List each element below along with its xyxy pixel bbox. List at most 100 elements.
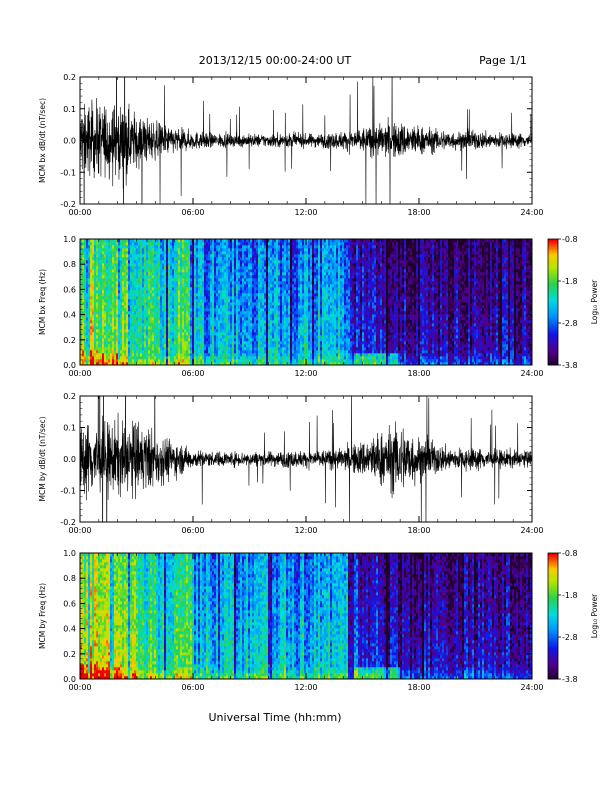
- spectrogram-cell: [292, 275, 295, 279]
- spectrogram-cell: [152, 311, 155, 315]
- spectrogram-cell: [236, 347, 239, 351]
- spectrogram-cell: [114, 275, 117, 279]
- spectrogram-cell: [224, 323, 227, 327]
- spectrogram-cell: [118, 296, 121, 300]
- spectrogram-cell: [102, 269, 105, 273]
- spectrogram-cell: [202, 332, 205, 336]
- spectrogram-cell: [206, 269, 209, 273]
- spectrogram-cell: [240, 284, 243, 288]
- spectrogram-cell: [218, 359, 221, 363]
- spectrogram-cell: [230, 290, 233, 294]
- spectrogram-cell: [122, 293, 125, 297]
- spectrogram-cell: [106, 332, 109, 336]
- spectrogram-cell: [120, 341, 123, 345]
- spectrogram-cell: [116, 269, 119, 273]
- spectrogram-cell: [256, 326, 259, 330]
- spectrogram-cell: [302, 308, 305, 312]
- spectrogram-cell: [230, 362, 233, 366]
- spectrogram-cell: [102, 347, 105, 351]
- spectrogram-cell: [130, 263, 133, 267]
- spectrogram-cell: [202, 356, 205, 360]
- spectrogram-cell: [250, 245, 253, 249]
- spectrogram-cell: [254, 302, 257, 306]
- spectrogram-cell: [294, 326, 297, 330]
- spectrogram-cell: [292, 314, 295, 318]
- spectrogram-cell: [272, 281, 275, 285]
- spectrogram-cell: [270, 257, 273, 261]
- spectrogram-cell: [174, 356, 177, 360]
- spectrogram-cell: [208, 299, 211, 303]
- spectrogram-cell: [304, 311, 307, 315]
- spectrogram-cell: [96, 266, 99, 270]
- spectrogram-cell: [188, 314, 191, 318]
- spectrogram-cell: [272, 305, 275, 309]
- spectrogram-cell: [132, 287, 135, 291]
- spectrogram-cell: [242, 362, 245, 366]
- spectrogram-cell: [132, 248, 135, 252]
- spectrogram-cell: [304, 350, 307, 354]
- spectrogram-cell: [266, 311, 269, 315]
- spectrogram-cell: [90, 287, 93, 291]
- spectrogram-cell: [156, 284, 159, 288]
- spectrogram-cell: [252, 332, 255, 336]
- spectrogram-cell: [206, 248, 209, 252]
- spectrogram-cell: [280, 329, 283, 333]
- spectrogram-cell: [298, 284, 301, 288]
- spectrogram-cell: [158, 329, 161, 333]
- spectrogram-cell: [284, 341, 287, 345]
- spectrogram-cell: [188, 266, 191, 270]
- spectrogram-cell: [262, 359, 265, 363]
- spectrogram-cell: [202, 305, 205, 309]
- spectrogram-cell: [182, 329, 185, 333]
- spectrogram-cell: [218, 266, 221, 270]
- spectrogram-cell: [300, 362, 303, 366]
- spectrogram-cell: [158, 263, 161, 267]
- spectrogram-cell: [120, 290, 123, 294]
- spectrogram-cell: [116, 305, 119, 309]
- spectrogram-cell: [222, 323, 225, 327]
- spectrogram-cell: [290, 239, 293, 243]
- spectrogram-cell: [114, 302, 117, 306]
- spectrogram-cell: [296, 275, 299, 279]
- spectrogram-cell: [154, 293, 157, 297]
- spectrogram-cell: [210, 305, 213, 309]
- spectrogram-cell: [208, 323, 211, 327]
- spectrogram-cell: [100, 263, 103, 267]
- spectrogram-cell: [194, 284, 197, 288]
- spectrogram-cell: [178, 338, 181, 342]
- spectrogram-cell: [276, 281, 279, 285]
- spectrogram-cell: [274, 335, 277, 339]
- spectrogram-cell: [178, 320, 181, 324]
- spectrogram-cell: [164, 239, 167, 243]
- spectrogram-cell: [250, 239, 253, 243]
- spectrogram-cell: [86, 266, 89, 270]
- spectrogram-cell: [176, 362, 179, 366]
- spectrogram-cell: [210, 302, 213, 306]
- spectrogram-cell: [196, 308, 199, 312]
- spectrogram-cell: [92, 281, 95, 285]
- spectrogram-cell: [310, 269, 313, 273]
- spectrogram-cell: [306, 311, 309, 315]
- spectrogram-cell: [136, 284, 139, 288]
- spectrogram-cell: [244, 302, 247, 306]
- spectrogram-cell: [80, 353, 83, 357]
- spectrogram-cell: [296, 338, 299, 342]
- spectrogram-cell: [116, 335, 119, 339]
- spectrogram-cell: [106, 284, 109, 288]
- spectrogram-cell: [160, 287, 163, 291]
- spectrogram-cell: [248, 344, 251, 348]
- spectrogram-cell: [294, 257, 297, 261]
- spectrogram-cell: [172, 251, 175, 255]
- spectrogram-cell: [308, 347, 311, 351]
- spectrogram-cell: [120, 287, 123, 291]
- spectrogram-cell: [138, 311, 141, 315]
- spectrogram-cell: [128, 353, 131, 357]
- spectrogram-cell: [106, 311, 109, 315]
- spectrogram-cell: [82, 308, 85, 312]
- spectrogram-cell: [252, 329, 255, 333]
- spectrogram-cell: [172, 281, 175, 285]
- spectrogram-cell: [302, 302, 305, 306]
- spectrogram-cell: [146, 266, 149, 270]
- spectrogram-cell: [218, 248, 221, 252]
- spectrogram-cell: [184, 263, 187, 267]
